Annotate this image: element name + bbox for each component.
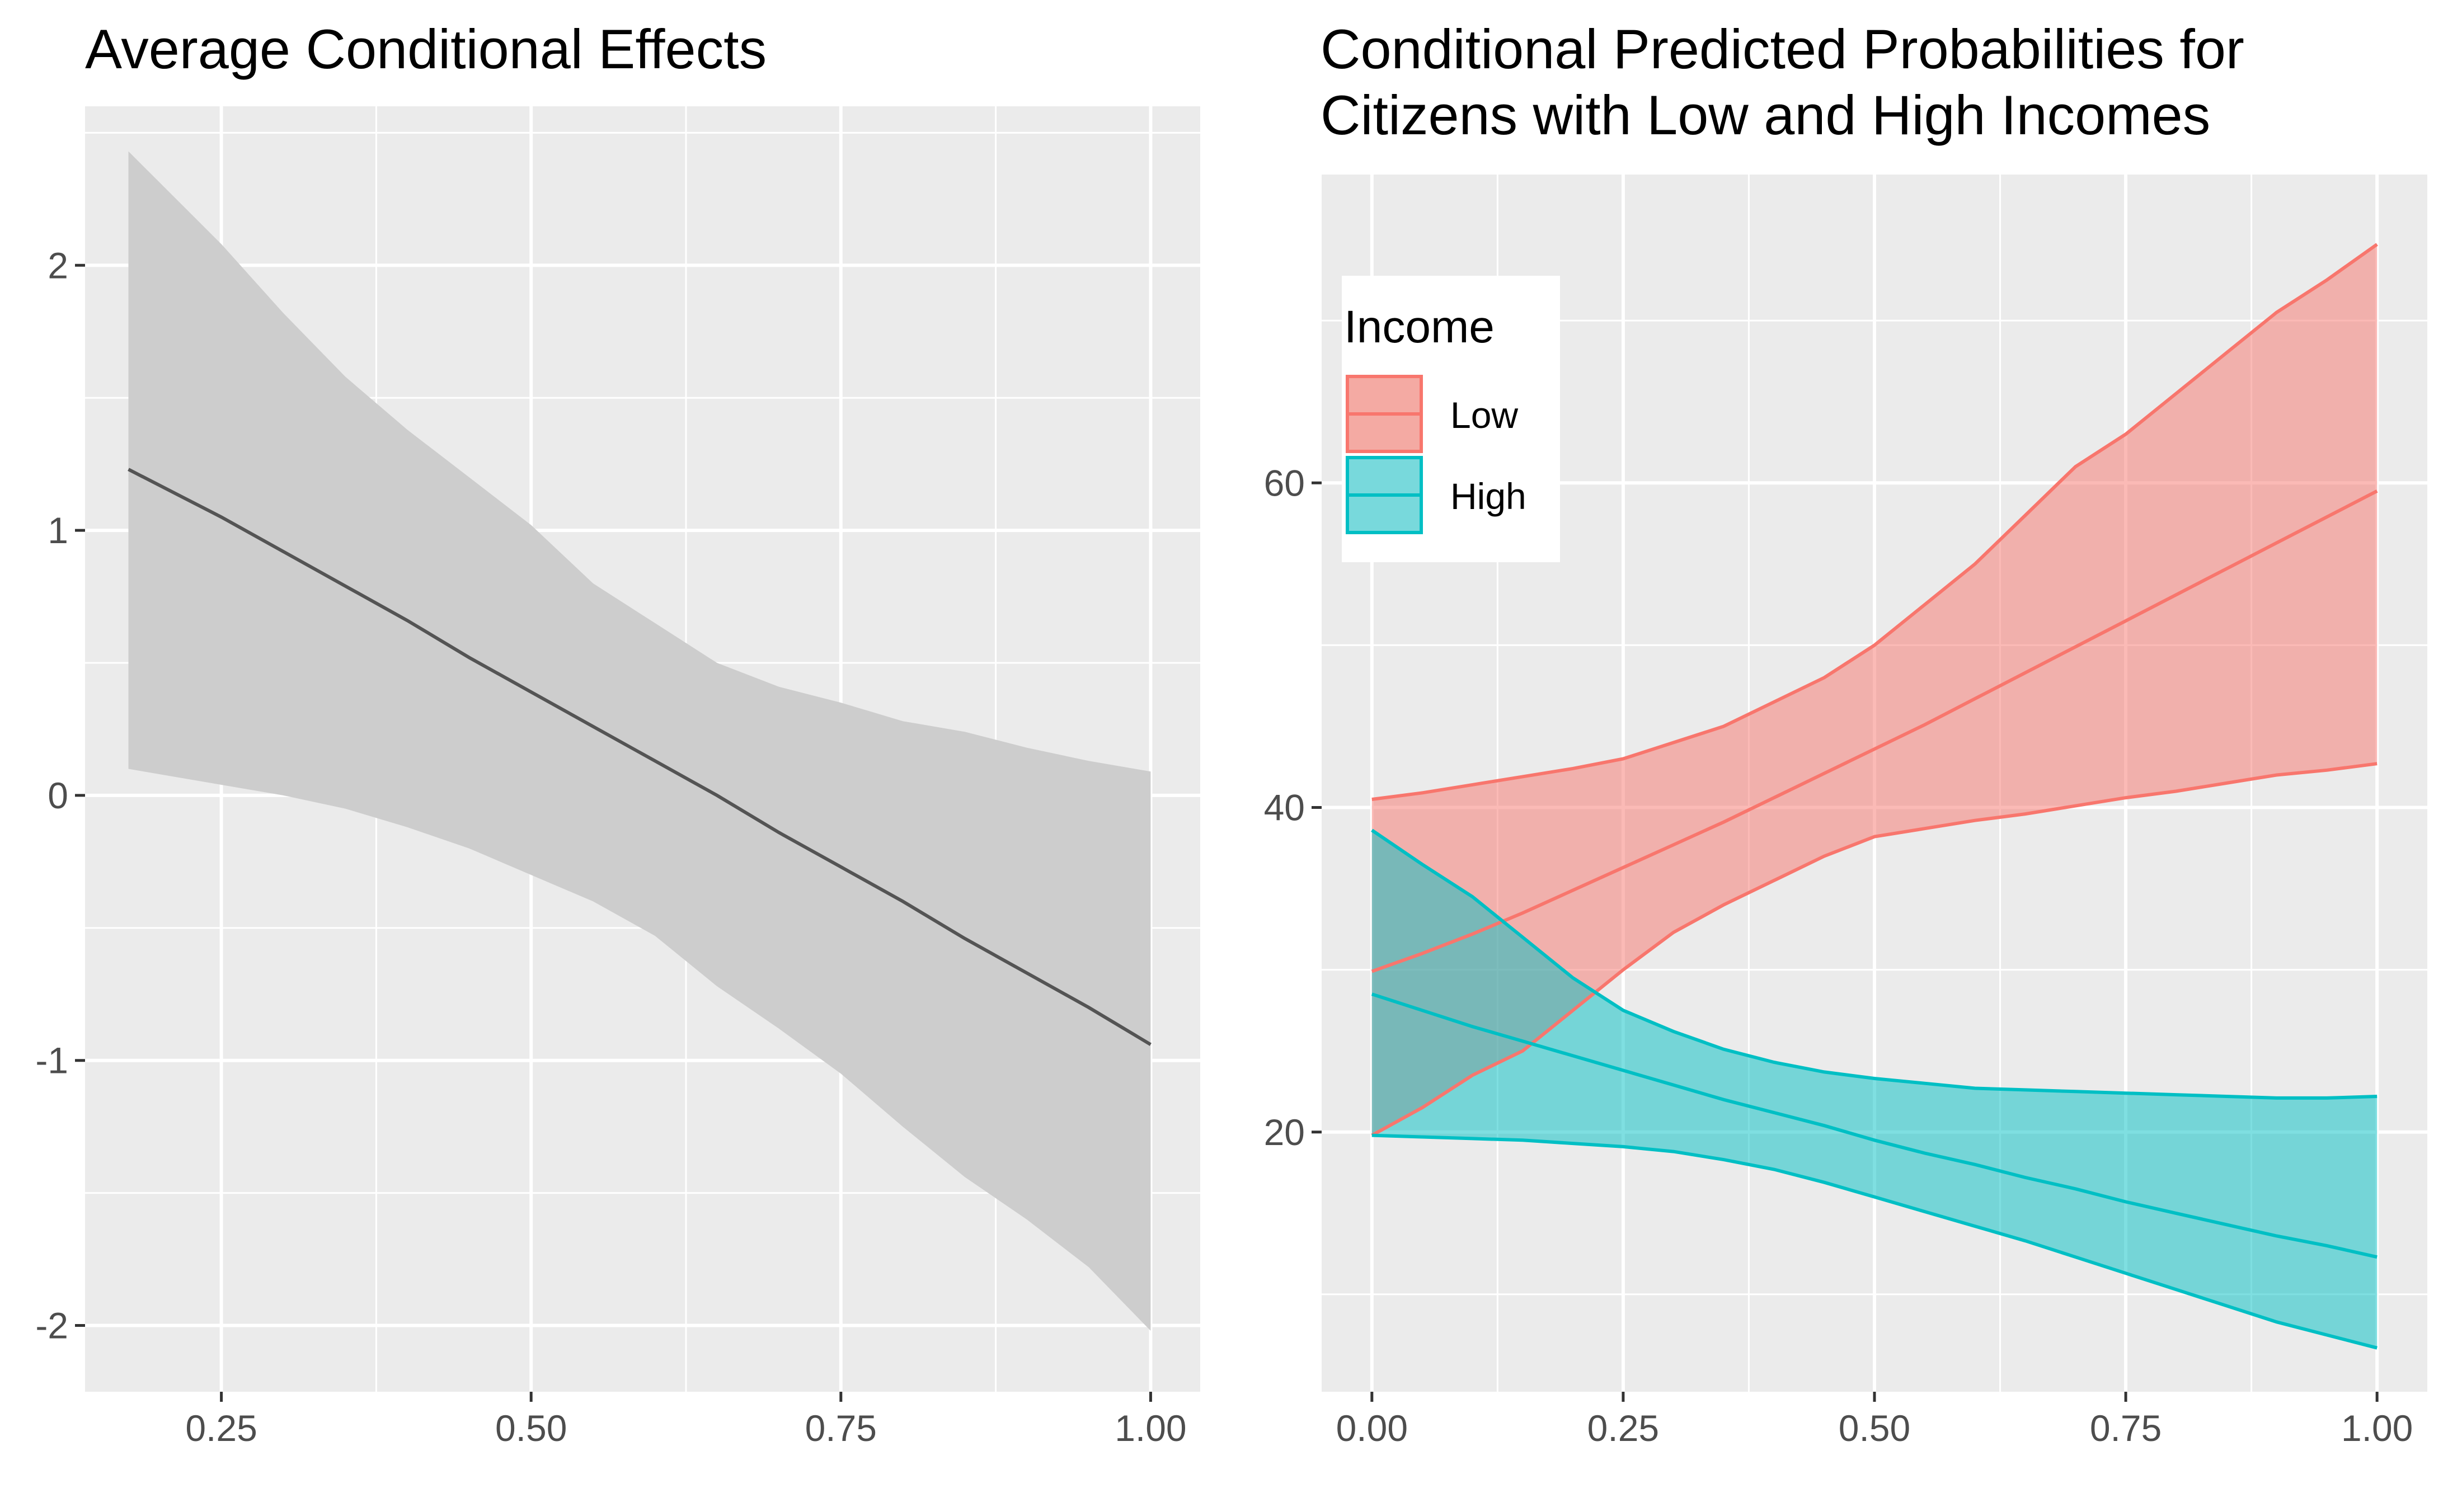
left-y-axis: -2 -1 0 1 2 bbox=[35, 244, 85, 1346]
right-y-tick-label: 40 bbox=[1264, 787, 1305, 828]
legend-label-low: Low bbox=[1450, 394, 1518, 436]
left-y-tick-label: 0 bbox=[48, 775, 68, 816]
right-line-high bbox=[1371, 992, 2377, 1259]
left-data-marks bbox=[128, 151, 1152, 1331]
left-y-tick-label: 1 bbox=[48, 510, 68, 551]
right-y-tick-label: 60 bbox=[1264, 462, 1305, 503]
right-chart: Conditional Predicted Probabilities for … bbox=[1264, 18, 2427, 1449]
left-y-tick-label: -1 bbox=[35, 1040, 68, 1081]
right-y-tick-label: 20 bbox=[1264, 1111, 1305, 1153]
right-lower-bound-low bbox=[1371, 762, 2377, 1137]
right-chart-title-line-1: Conditional Predicted Probabilities for bbox=[1321, 18, 2244, 80]
right-upper-bound-low bbox=[1371, 243, 2378, 801]
left-ribbon-series bbox=[128, 151, 1151, 1331]
right-x-tick-label: 0.00 bbox=[1336, 1407, 1408, 1449]
left-chart: Average Conditional Effects -2 -1 0 1 2 0.25… bbox=[35, 18, 1200, 1449]
left-y-tick-label: -2 bbox=[35, 1305, 68, 1346]
right-x-axis: 0.00 0.25 0.50 0.75 1.00 bbox=[1336, 1392, 2413, 1449]
right-data-marks bbox=[1371, 243, 2378, 1350]
left-x-tick-label: 0.50 bbox=[495, 1407, 567, 1449]
left-y-tick-label: 2 bbox=[48, 244, 68, 286]
right-ribbon-high bbox=[1371, 830, 2377, 1348]
left-line-series bbox=[128, 468, 1152, 1046]
legend: Income Low High bbox=[1342, 276, 1560, 562]
left-x-tick-label: 1.00 bbox=[1115, 1407, 1186, 1449]
left-x-axis: 0.25 0.50 0.75 1.00 bbox=[185, 1392, 1187, 1449]
left-x-tick-label: 0.25 bbox=[185, 1407, 257, 1449]
right-y-axis: 20 40 60 bbox=[1264, 462, 1322, 1153]
right-lower-bound-high bbox=[1371, 1133, 2377, 1350]
left-chart-title: Average Conditional Effects bbox=[85, 18, 767, 80]
legend-label-high: High bbox=[1450, 475, 1526, 517]
right-x-tick-label: 0.25 bbox=[1587, 1407, 1659, 1449]
right-x-tick-label: 1.00 bbox=[2341, 1407, 2413, 1449]
right-x-tick-label: 0.75 bbox=[2090, 1407, 2162, 1449]
left-x-tick-label: 0.75 bbox=[805, 1407, 877, 1449]
right-upper-bound-high bbox=[1371, 828, 2377, 1100]
right-chart-title-line-2: Citizens with Low and High Incomes bbox=[1321, 84, 2210, 146]
right-ribbon-low bbox=[1371, 244, 2377, 1136]
legend-title: Income bbox=[1344, 302, 1495, 352]
right-line-low bbox=[1371, 489, 2378, 973]
right-x-tick-label: 0.50 bbox=[1839, 1407, 1910, 1449]
